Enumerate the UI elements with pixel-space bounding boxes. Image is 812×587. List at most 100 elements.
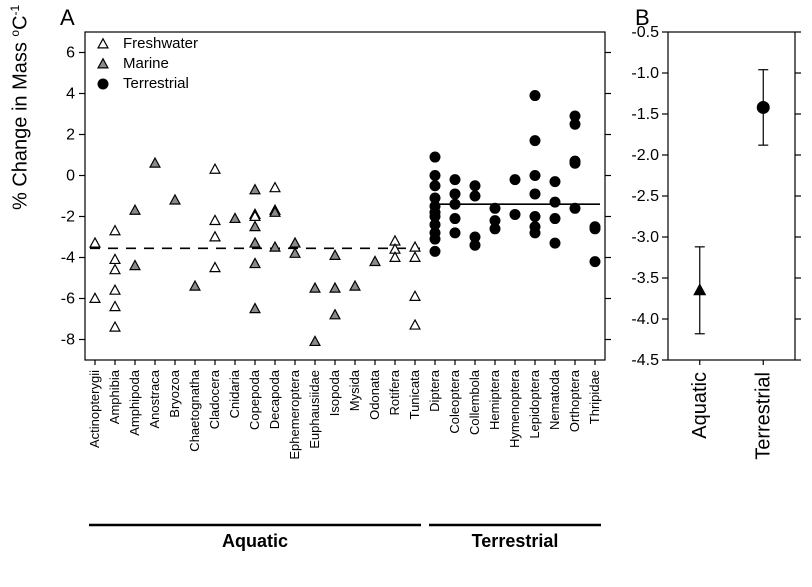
legend-label: Freshwater	[123, 35, 198, 52]
ytick-label-b: -2.5	[631, 188, 659, 205]
ytick-label-b: -2.0	[631, 147, 659, 164]
data-point	[290, 238, 300, 247]
data-point	[550, 177, 560, 187]
data-point	[370, 256, 380, 265]
ytick-label: -8	[61, 332, 75, 349]
y-axis-exp: -1	[8, 5, 22, 16]
xtick-label: Tunicata	[407, 369, 422, 419]
data-point	[190, 281, 200, 290]
data-point	[90, 238, 100, 247]
data-point	[210, 232, 220, 241]
xtick-label: Thripidae	[587, 370, 602, 424]
data-point	[250, 258, 260, 267]
y-axis-deg: o	[8, 30, 22, 37]
xtick-label: Cladocera	[207, 369, 222, 429]
data-point	[430, 234, 440, 244]
data-point	[350, 281, 360, 290]
data-point	[590, 257, 600, 267]
xtick-label: Nematoda	[547, 369, 562, 430]
mean-marker	[757, 101, 769, 113]
data-point	[450, 214, 460, 224]
data-point	[330, 250, 340, 259]
data-point	[550, 214, 560, 224]
xtick-label: Hymenoptera	[507, 369, 522, 448]
xtick-label: Ephemeroptera	[287, 369, 302, 459]
data-point	[110, 285, 120, 294]
data-point	[530, 228, 540, 238]
data-point	[210, 164, 220, 173]
xtick-label: Isopoda	[327, 369, 342, 416]
data-point	[250, 222, 260, 231]
data-point	[530, 136, 540, 146]
xtick-label: Orthoptera	[567, 369, 582, 432]
data-point	[270, 242, 280, 251]
data-point	[490, 224, 500, 234]
xtick-label: Copepoda	[247, 369, 262, 430]
data-point	[430, 171, 440, 181]
ytick-label: 6	[66, 45, 75, 62]
xtick-label: Diptera	[427, 369, 442, 412]
xtick-label: Actinopterygii	[87, 370, 102, 448]
data-point	[150, 158, 160, 167]
data-point	[210, 263, 220, 272]
plot-svg: -8-6-4-20246ActinopterygiiAmphibiaAmphip…	[0, 0, 812, 587]
data-point	[110, 302, 120, 311]
xtick-label-b: Terrestrial	[752, 372, 774, 460]
ytick-label: 4	[66, 86, 75, 103]
xtick-label: Lepidoptera	[527, 369, 542, 438]
ytick-label-b: -1.5	[631, 106, 659, 123]
xtick-label: Anostraca	[147, 369, 162, 428]
panel-b: -4.5-4.0-3.5-3.0-2.5-2.0-1.5-1.0-0.5Aqua…	[631, 24, 801, 460]
y-axis-c: C	[10, 15, 32, 29]
data-point	[510, 209, 520, 219]
data-point	[590, 222, 600, 232]
data-point	[430, 246, 440, 256]
data-point	[250, 304, 260, 313]
legend-label: Marine	[123, 55, 169, 72]
data-point	[530, 91, 540, 101]
data-point	[410, 242, 420, 251]
ytick-label-b: -3.0	[631, 229, 659, 246]
ytick-label-b: -4.0	[631, 311, 659, 328]
ytick-label: -4	[61, 250, 75, 267]
data-point	[210, 215, 220, 224]
data-point	[450, 175, 460, 185]
data-point	[470, 181, 480, 191]
data-point	[110, 322, 120, 331]
data-point	[90, 293, 100, 302]
data-point	[110, 226, 120, 235]
data-point	[250, 185, 260, 194]
xtick-label: Odonata	[367, 369, 382, 420]
data-point	[110, 254, 120, 263]
data-point	[290, 248, 300, 257]
data-point	[530, 212, 540, 222]
data-point	[570, 158, 580, 168]
xtick-label: Amphipoda	[127, 369, 142, 436]
data-point	[530, 189, 540, 199]
legend-marker	[98, 39, 108, 48]
data-point	[270, 183, 280, 192]
legend-label: Terrestrial	[123, 75, 189, 92]
data-point	[470, 240, 480, 250]
legend-marker	[98, 59, 108, 68]
data-point	[410, 291, 420, 300]
data-point	[430, 152, 440, 162]
data-point	[130, 261, 140, 270]
data-point	[170, 195, 180, 204]
mean-marker	[694, 284, 705, 295]
y-axis-label: % Change in Mass oC-1	[8, 5, 33, 210]
data-point	[450, 189, 460, 199]
data-point	[110, 265, 120, 274]
data-point	[550, 238, 560, 248]
xtick-label: Cnidaria	[227, 369, 242, 418]
ytick-label-b: -4.5	[631, 352, 659, 369]
ytick-label-b: -1.0	[631, 65, 659, 82]
xtick-label: Decapoda	[267, 369, 282, 429]
xtick-label: Chaetognatha	[187, 369, 202, 451]
data-point	[550, 197, 560, 207]
ytick-label: -2	[61, 209, 75, 226]
xtick-label: Hemiptera	[487, 369, 502, 430]
ytick-label: 0	[66, 168, 75, 185]
ytick-label: -6	[61, 291, 75, 308]
xtick-label: Coleoptera	[447, 369, 462, 433]
